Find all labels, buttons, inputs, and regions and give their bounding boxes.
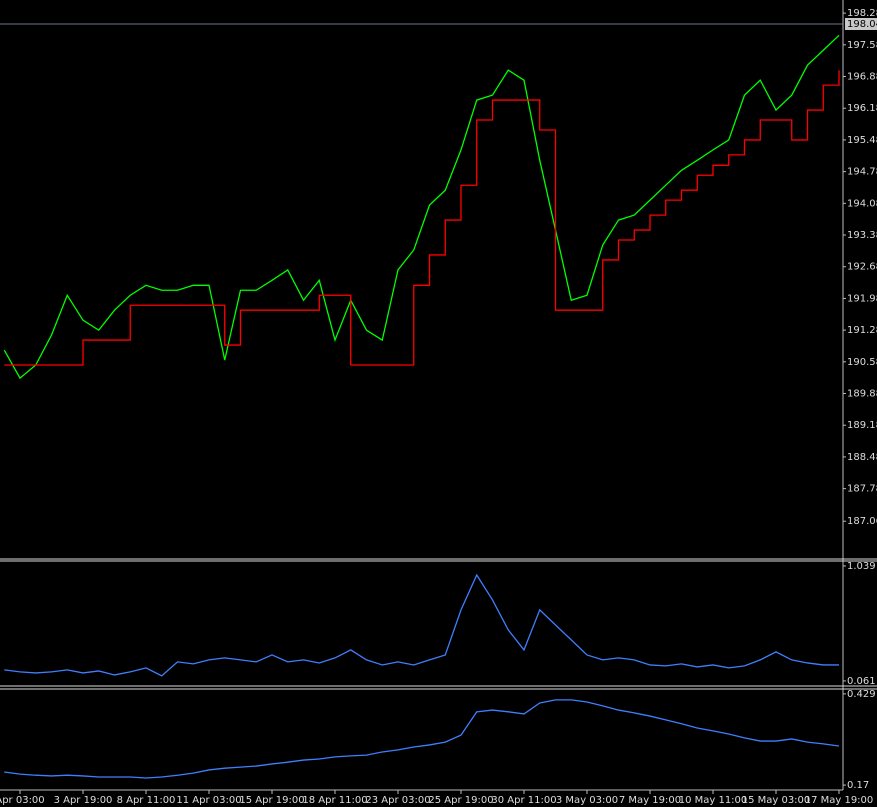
y-tick-label: 197.58 [847, 40, 877, 51]
x-tick-label: 7 May 19:00 [619, 795, 681, 806]
price-label: 198.04 [847, 19, 877, 30]
price-label-box [845, 18, 877, 31]
y-tick-label: 198.28 [847, 8, 877, 19]
series-line [4, 70, 840, 366]
y-tick-label: 189.88 [847, 389, 877, 400]
y-tick-label: 190.58 [847, 357, 877, 368]
x-tick-label: 15 May 03:00 [742, 795, 811, 806]
y-tick-label: 189.18 [847, 420, 877, 431]
x-tick-label: 8 Apr 11:00 [117, 795, 176, 806]
x-tick-label: 3 May 03:00 [556, 795, 618, 806]
x-tick-label: 25 Apr 19:00 [428, 795, 493, 806]
x-tick-label: 18 Apr 11:00 [302, 795, 367, 806]
y-tick-label: 191.98 [847, 293, 877, 304]
y-tick-label: 188.48 [847, 452, 877, 463]
y-tick-label: 0.17 [847, 780, 869, 791]
y-tick-label: 187.06 [847, 516, 877, 527]
x-tick-label: 11 Apr 03:00 [176, 795, 241, 806]
x-tick-label: 17 May 19:00 [805, 795, 874, 806]
x-tick-label: Apr 03:00 [0, 795, 45, 806]
x-tick-label: 30 Apr 11:00 [491, 795, 556, 806]
y-tick-label: 195.48 [847, 135, 877, 146]
y-tick-label: 196.88 [847, 72, 877, 83]
series-line [4, 699, 840, 779]
y-tick-label: 192.68 [847, 262, 877, 273]
x-tick-label: 10 May 11:00 [679, 795, 748, 806]
y-tick-label: 196.18 [847, 103, 877, 114]
series-line [4, 573, 839, 677]
y-tick-label: 0.061 [847, 676, 876, 687]
y-tick-label: 1.039 [847, 561, 876, 572]
series-line [3, 34, 840, 380]
y-tick-label: 193.38 [847, 230, 877, 241]
y-tick-label: 194.08 [847, 198, 877, 209]
y-tick-label: 0.429 [847, 689, 876, 700]
x-tick-label: 23 Apr 03:00 [365, 795, 430, 806]
y-tick-label: 187.78 [847, 484, 877, 495]
x-tick-label: 3 Apr 19:00 [54, 795, 113, 806]
y-tick-label: 194.78 [847, 167, 877, 178]
y-tick-label: 191.28 [847, 325, 877, 336]
x-tick-label: 15 Apr 19:00 [239, 795, 304, 806]
